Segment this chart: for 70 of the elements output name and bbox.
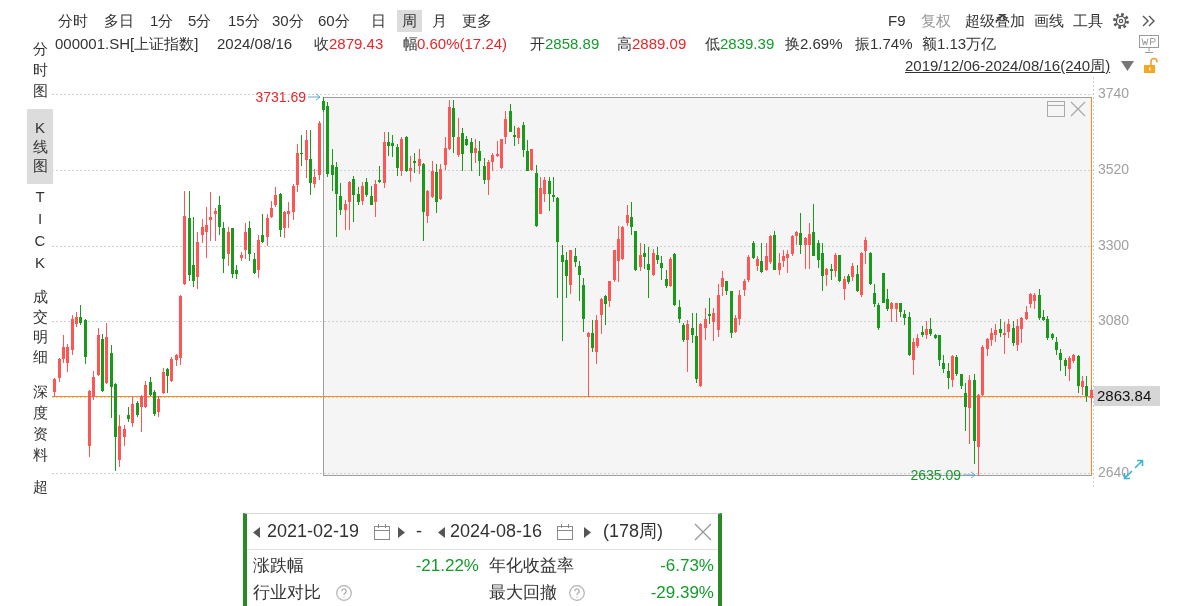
text: 换 bbox=[785, 35, 800, 53]
candlestick bbox=[513, 126, 516, 146]
text: 年化收益率 bbox=[489, 555, 574, 577]
text: 画线 bbox=[1034, 12, 1064, 30]
y-tick-label: 3080 bbox=[1098, 312, 1130, 329]
text: 工具 bbox=[1073, 12, 1103, 30]
text: 高 bbox=[617, 35, 632, 53]
y-tick-label: 3520 bbox=[1098, 160, 1130, 177]
text: 2839.39 bbox=[720, 35, 775, 53]
text: -21.22% bbox=[415, 555, 479, 577]
text: 多日 bbox=[104, 12, 134, 30]
candlestick bbox=[552, 177, 555, 202]
candlestick bbox=[1003, 322, 1006, 354]
text: 2021-02-19 bbox=[267, 521, 360, 543]
text: 行业对比 bbox=[253, 582, 321, 604]
text: 低 bbox=[705, 35, 720, 53]
text: 2019/12/06-2024/08/16(240周) bbox=[905, 57, 1111, 75]
annotation: 3731.69 bbox=[255, 88, 306, 106]
text: 额 bbox=[922, 35, 937, 53]
candlestick bbox=[214, 208, 217, 241]
text: 成交明细 bbox=[32, 287, 48, 367]
text: 2.69% bbox=[800, 35, 843, 53]
text: K线图 bbox=[27, 109, 53, 184]
text: 2858.89 bbox=[545, 35, 600, 53]
y-tick-label: 3740 bbox=[1098, 85, 1130, 102]
candlestick bbox=[413, 153, 416, 173]
text: 振 bbox=[855, 35, 870, 53]
text: 更多 bbox=[462, 12, 492, 30]
text: 深度资料 bbox=[32, 382, 48, 465]
text: 超 bbox=[32, 477, 48, 497]
text: 2024/08/16 bbox=[217, 35, 293, 53]
text: -6.73% bbox=[660, 555, 714, 577]
text: 幅 bbox=[403, 35, 418, 53]
text: TICK bbox=[33, 187, 47, 273]
text: 60分 bbox=[318, 12, 350, 30]
candlestick bbox=[587, 332, 590, 397]
text: 1.74% bbox=[870, 35, 913, 53]
candlestick bbox=[708, 298, 711, 324]
text: 1.13万亿 bbox=[937, 35, 997, 53]
text: 30分 bbox=[272, 12, 304, 30]
annotation: 2635.09 bbox=[910, 466, 961, 484]
text: 5分 bbox=[188, 12, 212, 30]
candlestick bbox=[561, 245, 564, 341]
y-tick-label: 2640 bbox=[1098, 463, 1130, 480]
text: 开 bbox=[530, 35, 545, 53]
chart-title: 000001.SH[上证指数] bbox=[55, 35, 199, 53]
text: 超级叠加 bbox=[965, 12, 1025, 30]
text: 涨跌幅 bbox=[253, 555, 304, 577]
text: 分时 bbox=[58, 12, 88, 30]
text: 2889.09 bbox=[632, 35, 687, 53]
text: -29.39% bbox=[650, 582, 714, 604]
text: 最大回撤 bbox=[489, 582, 557, 604]
text: 0.60%(17.24) bbox=[417, 35, 508, 53]
text: 月 bbox=[432, 12, 447, 30]
text: 1分 bbox=[150, 12, 174, 30]
candlestick bbox=[300, 135, 303, 166]
text: 日 bbox=[371, 12, 386, 30]
text: 复权 bbox=[921, 12, 951, 30]
y-tick-label: 3300 bbox=[1098, 236, 1130, 253]
text: 周 bbox=[397, 10, 422, 32]
text: F9 bbox=[888, 12, 906, 30]
text: - bbox=[416, 521, 422, 543]
text: (178周) bbox=[603, 521, 664, 543]
text: 2024-08-16 bbox=[450, 521, 543, 543]
candlestick bbox=[209, 192, 212, 241]
text: 收 bbox=[314, 35, 329, 53]
text: 2879.43 bbox=[329, 35, 384, 53]
text: 15分 bbox=[228, 12, 260, 30]
ref-line-label: 2863.84 bbox=[1097, 386, 1152, 404]
text: 分时图 bbox=[32, 39, 48, 101]
